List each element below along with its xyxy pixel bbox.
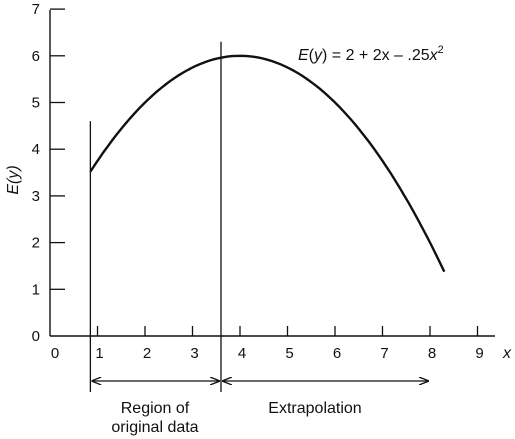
equation-exponent: 2 [438,44,444,56]
x-axis-title: x [502,345,512,362]
y-tick-label: 1 [32,281,40,298]
equation-x: x [429,47,439,64]
y-axis-ticks: 0 1 2 3 4 5 6 7 [32,1,65,345]
y-tick-label: 4 [32,141,40,158]
y-tick-label: 2 [32,235,40,252]
equation-body: = 2 + 2x – .25 [327,47,429,64]
x-tick-label: 2 [143,345,151,362]
x-tick-label: 6 [333,345,341,362]
equation-e: E [298,47,309,64]
series-line [89,54,446,273]
equation-paren-open: ( [309,47,315,64]
region-label: original data [111,419,198,436]
x-tick-label: 1 [95,345,103,362]
region-boundaries [89,41,222,392]
y-tick-label: 6 [32,48,40,65]
y-tick-label: 0 [32,328,40,345]
region-label: Region of [121,400,190,417]
x-tick-label: 5 [285,345,293,362]
region-label: Extrapolation [268,400,361,417]
x-tick-label: 3 [190,345,198,362]
equation-paren-close: ) [322,47,327,64]
x-tick-label: 0 [51,345,59,362]
x-tick-label: 9 [475,345,483,362]
x-tick-label: 4 [238,345,246,362]
y-axis-title: E(y) [5,165,22,194]
equation-label: E(y) = 2 + 2x – .25x2 [298,44,444,64]
x-axis-ticks: 0 1 2 3 4 5 6 7 8 9 [51,326,484,362]
y-tick-label: 7 [32,1,40,18]
x-tick-label: 8 [428,345,436,362]
region-annotations: Region of original data Extrapolation [92,381,428,436]
y-tick-label: 5 [32,95,40,112]
x-tick-label: 7 [380,345,388,362]
y-tick-label: 3 [32,188,40,205]
equation-y: y [313,47,323,64]
